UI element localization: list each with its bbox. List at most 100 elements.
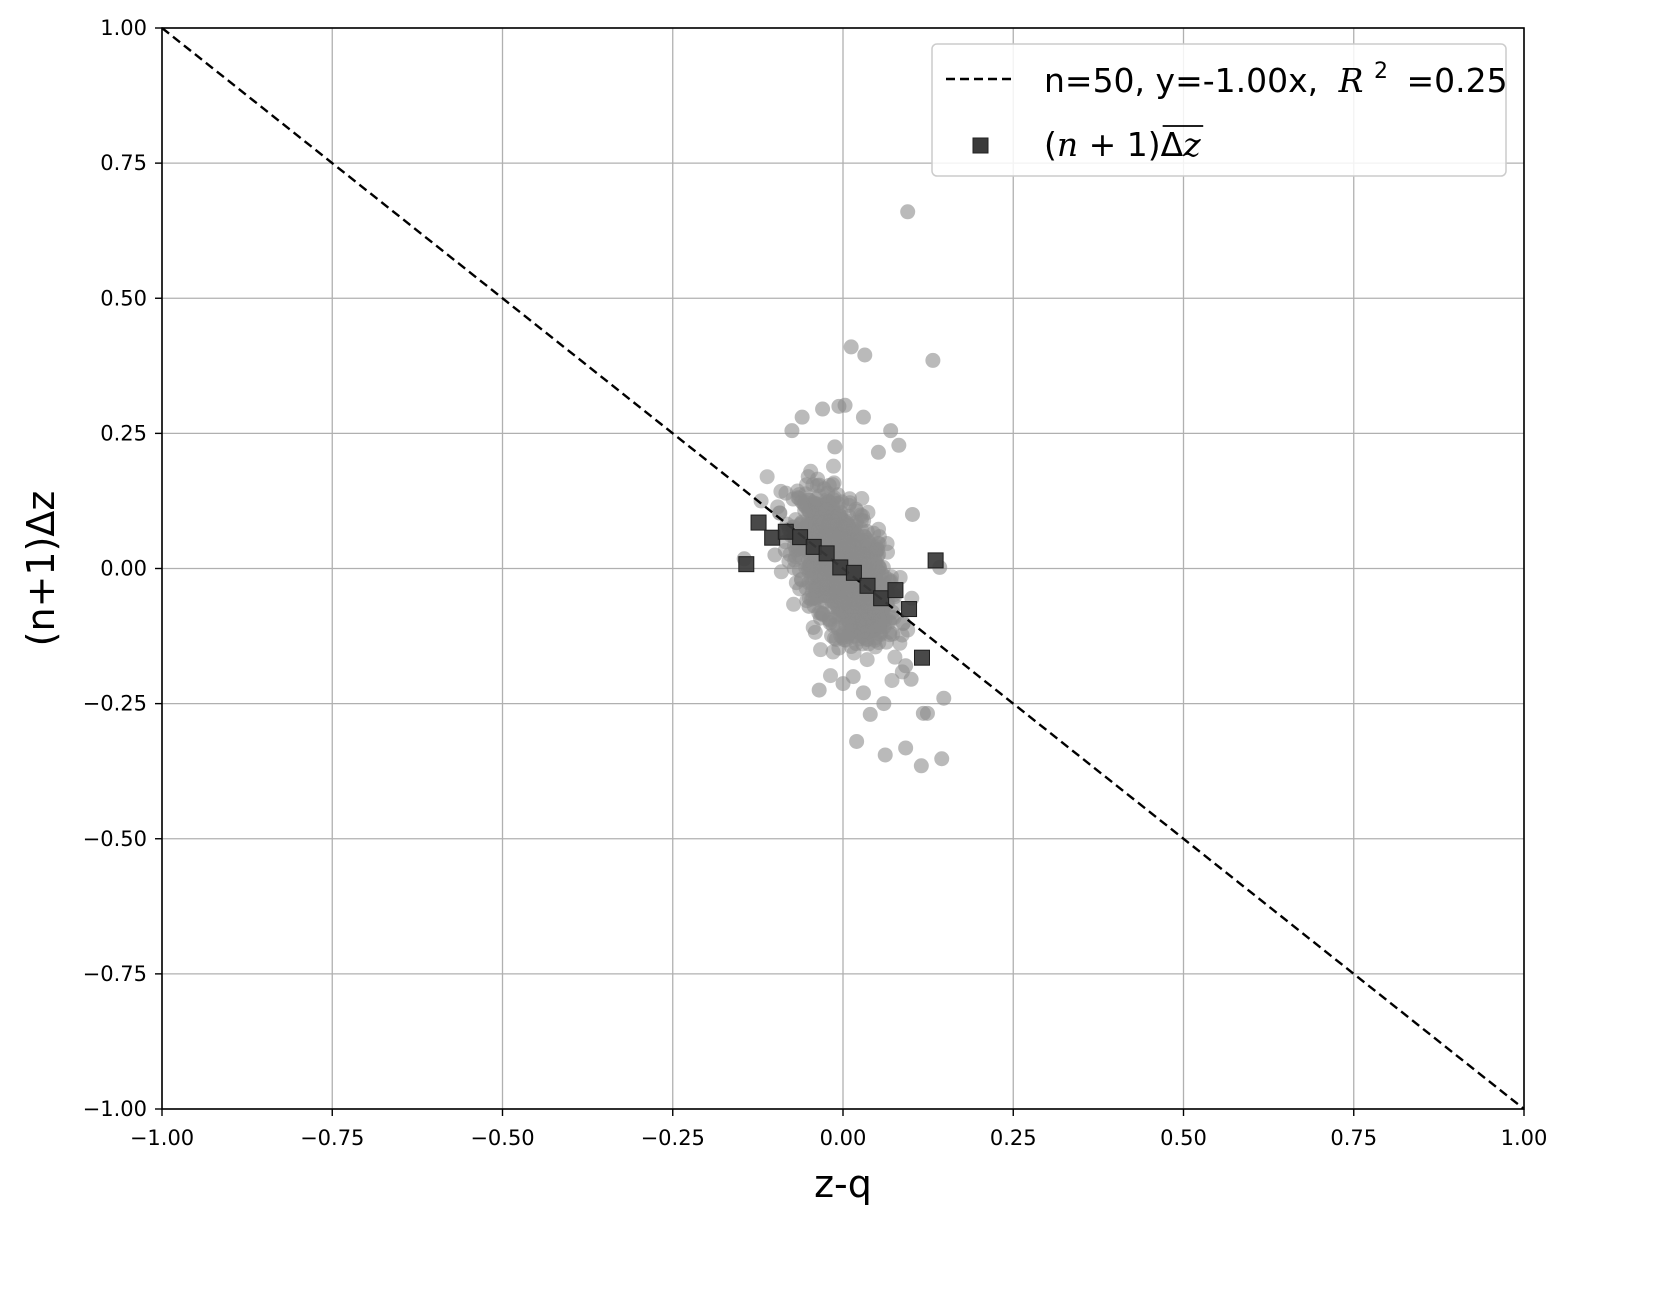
legend-fit-line-label: n=50, y=-1.00x, R 2 =0.25 [1044,47,1508,100]
scatter-point [884,672,900,688]
y-tick-label: −0.25 [83,692,147,716]
scatter-point [815,401,831,417]
scatter-point [784,423,800,439]
scatter-point [854,624,870,640]
scatter-point [801,598,817,614]
x-tick-label: −0.75 [300,1126,364,1150]
binned-mean-marker [738,556,755,573]
legend-r-symbol: R [1338,61,1364,100]
x-tick-label: 0.50 [1160,1126,1207,1150]
binned-mean-marker [792,529,809,546]
scatter-point [871,521,887,537]
scatter-point [825,644,841,660]
binned-mean-marker [873,590,890,607]
legend-binned-delta-z: Δz [1161,125,1202,164]
scatter-point [925,352,941,368]
x-tick-label: 0.25 [990,1126,1037,1150]
binned-mean-marker [764,529,781,546]
scatter-point [809,491,825,507]
scatter-point [913,758,929,774]
y-axis-label: (n+1)Δz [19,491,63,647]
scatter-point [898,658,914,674]
scatter-point [767,547,783,563]
scatter-point [936,690,952,706]
binned-mean-marker [750,514,767,531]
scatter-point [867,632,883,648]
scatter-point [898,740,914,756]
scatter-point [887,649,903,665]
scatter-point [877,747,893,763]
scatter-point [845,669,861,685]
x-tick-label: 0.75 [1330,1126,1377,1150]
legend-binned-paren-open: ( [1044,125,1057,164]
scatter-point [773,564,789,580]
scatter-point [934,751,950,767]
scatter-point [900,622,916,638]
y-axis-ticks: 1.00 0.75 0.50 0.25 0.00 −0.25 −0.50 −0.75 −1.00 [83,16,162,1121]
legend-fit-line-label-text: n=50, y=-1.00x, [1044,61,1318,100]
binned-mean-marker [777,523,794,540]
binned-mean-marker [859,577,876,594]
y-tick-label: −0.50 [83,827,147,851]
scatter-point [825,458,841,474]
scatter-point [891,437,907,453]
scatter-point [808,582,824,598]
scatter-point [808,567,824,583]
y-tick-label: −0.75 [83,962,147,986]
scatter-point [854,490,870,506]
scatter-point [849,546,865,562]
binned-mean-marker [913,649,930,666]
scatter-point [786,596,802,612]
y-tick-label: 0.75 [100,151,147,175]
y-tick-label: 0.00 [100,557,147,581]
legend-binned-n: n [1057,125,1078,164]
scatter-points [736,204,952,774]
y-tick-label: 0.50 [100,286,147,310]
scatter-point [753,493,769,509]
binned-mean-points [738,514,944,666]
scatter-point [815,606,831,622]
x-tick-label: −0.25 [641,1126,705,1150]
scatter-point [770,499,786,515]
scatter-point [857,347,873,363]
scatter-point [903,671,919,687]
scatter-point [861,556,877,572]
scatter-point [859,652,875,668]
scatter-point [837,397,853,413]
legend-binned-marker-swatch [972,137,989,154]
scatter-point [870,444,886,460]
scatter-point [862,706,878,722]
scatter-point [836,517,852,533]
scatter-point [803,463,819,479]
binned-mean-marker [832,559,849,576]
scatter-point [827,616,843,632]
scatter-point [782,546,798,562]
legend-box [931,43,1507,177]
x-tick-label: −1.00 [130,1126,194,1150]
scatter-point [813,642,829,658]
scatter-point [853,532,869,548]
scatter-point [878,634,894,650]
x-tick-label: −0.50 [470,1126,534,1150]
scatter-point [883,423,899,439]
scatter-point [827,439,843,455]
scatter-point [825,477,841,493]
scatter-point [829,575,845,591]
binned-mean-marker [845,564,862,581]
legend-binned-plus-one: + 1) [1078,125,1161,164]
x-axis-ticks: −1.00 −0.75 −0.50 −0.25 0.00 0.25 0.50 0.75 1.00 [130,1109,1548,1150]
scatter-point [797,497,813,513]
scatter-point [843,639,859,655]
x-tick-label: 1.00 [1501,1126,1548,1150]
scatter-point [811,682,827,698]
legend-r2-value: =0.25 [1406,61,1507,100]
scatter-point [807,624,823,640]
scatter-point [818,503,834,519]
scatter-point [843,339,859,355]
scatter-point [919,705,935,721]
binned-mean-marker [887,582,904,599]
binned-mean-marker [927,552,944,569]
x-tick-label: 0.00 [820,1126,867,1150]
binned-mean-marker [818,545,835,562]
scatter-point [794,409,810,425]
